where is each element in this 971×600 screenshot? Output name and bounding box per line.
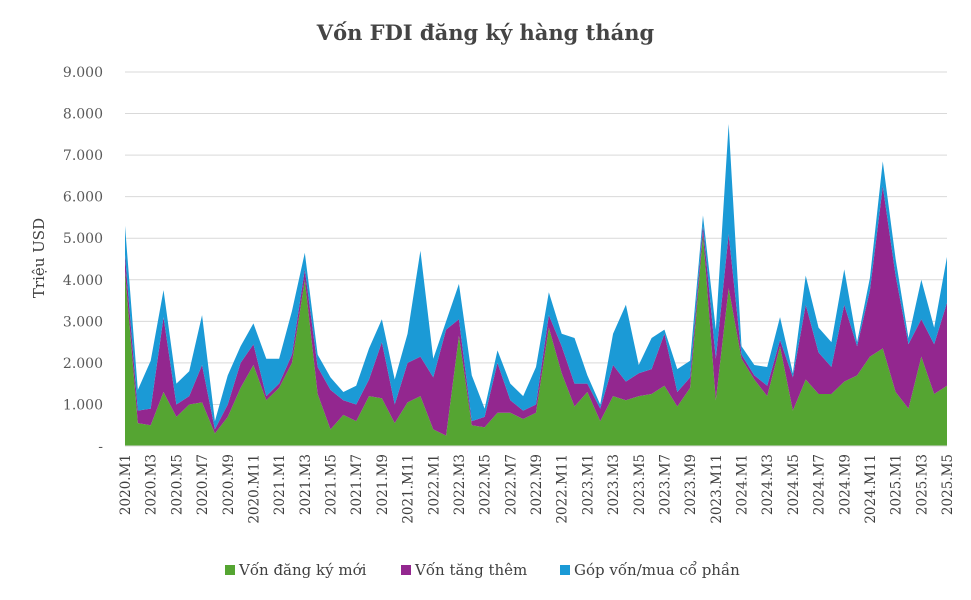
y-tick-label: 2.000 [63, 356, 103, 372]
x-tick-label: 2024.M5 [786, 454, 802, 515]
y-tick-label: 4.000 [63, 273, 103, 289]
x-tick-label: 2022.M7 [503, 454, 519, 515]
y-tick-label: 6.000 [63, 190, 103, 206]
x-tick-label: 2022.M9 [529, 454, 545, 515]
x-tick-label: 2021.M7 [349, 454, 365, 515]
x-tick-label: 2022.M1 [426, 454, 442, 515]
x-tick-label: 2024.M1 [735, 454, 751, 515]
y-tick-label: 3.000 [63, 314, 103, 330]
area-series-1 [125, 234, 947, 446]
x-tick-label: 2023.M3 [606, 454, 622, 515]
y-tick-label: 8.000 [63, 107, 103, 123]
x-tick-label: 2021.M11 [401, 454, 417, 524]
x-tick-label: 2020.M7 [195, 454, 211, 515]
x-tick-label: 2022.M3 [452, 454, 468, 515]
x-tick-label: 2023.M5 [632, 454, 648, 515]
chart-title: Vốn FDI đăng ký hàng tháng [316, 20, 655, 45]
y-axis-ticks: - 1.000 2.000 3.000 4.000 5.000 6.000 7.000 8.00… [63, 65, 103, 455]
x-tick-label: 2020.M9 [221, 454, 237, 515]
legend-label-1: Vốn đăng ký mới [238, 561, 367, 579]
area-series-group [125, 123, 947, 447]
x-tick-label: 2021.M3 [298, 454, 314, 515]
x-tick-label: 2021.M5 [324, 454, 340, 515]
x-tick-label: 2020.M11 [246, 454, 262, 524]
y-tick-label: 5.000 [63, 231, 103, 247]
x-tick-label: 2022.M11 [555, 454, 571, 524]
legend: Vốn đăng ký mới Vốn tăng thêm Góp vốn/mua … [225, 561, 740, 579]
legend-swatch-2 [401, 565, 411, 575]
x-tick-label: 2025.M5 [940, 454, 956, 515]
x-tick-label: 2024.M11 [863, 454, 879, 524]
x-tick-label: 2023.M9 [683, 454, 699, 515]
x-tick-label: 2024.M3 [760, 454, 776, 515]
x-tick-label: 2022.M5 [478, 454, 494, 515]
y-tick-label: 1.000 [63, 397, 103, 413]
legend-label-3: Góp vốn/mua cổ phần [574, 561, 740, 579]
y-tick-label: - [98, 439, 103, 455]
y-tick-label: 7.000 [63, 148, 103, 164]
x-tick-label: 2020.M1 [118, 454, 134, 515]
x-tick-label: 2025.M1 [889, 454, 905, 515]
x-tick-label: 2023.M1 [580, 454, 596, 515]
x-tick-label: 2024.M7 [812, 454, 828, 515]
legend-swatch-3 [560, 565, 570, 575]
x-tick-label: 2025.M3 [914, 454, 930, 515]
x-tick-label: 2023.M11 [709, 454, 725, 524]
area-series-3 [125, 123, 947, 430]
x-axis-ticks: 2020.M1 2020.M3 2020.M5 2020.M7 2020.M9 2020.… [118, 454, 956, 524]
legend-swatch-1 [225, 565, 235, 575]
x-tick-label: 2020.M5 [169, 454, 185, 515]
x-tick-label: 2023.M7 [657, 454, 673, 515]
x-tick-label: 2021.M9 [375, 454, 391, 515]
x-tick-label: 2020.M3 [144, 454, 160, 515]
legend-label-2: Vốn tăng thêm [414, 561, 527, 579]
x-tick-label: 2024.M9 [837, 454, 853, 515]
y-axis-label: Triệu USD [30, 218, 48, 298]
area-series-2 [125, 186, 947, 436]
x-tick-label: 2021.M1 [272, 454, 288, 515]
y-tick-label: 9.000 [63, 65, 103, 81]
